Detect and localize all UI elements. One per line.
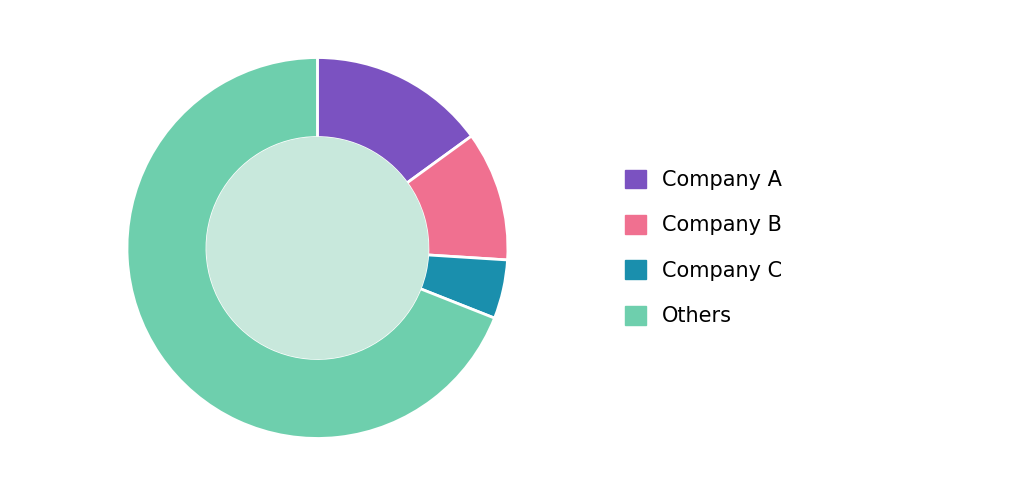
Circle shape (207, 137, 428, 359)
Wedge shape (317, 58, 471, 183)
Wedge shape (420, 255, 508, 318)
Wedge shape (407, 136, 508, 260)
Wedge shape (127, 58, 495, 438)
Legend: Company A, Company B, Company C, Others: Company A, Company B, Company C, Others (625, 170, 782, 326)
